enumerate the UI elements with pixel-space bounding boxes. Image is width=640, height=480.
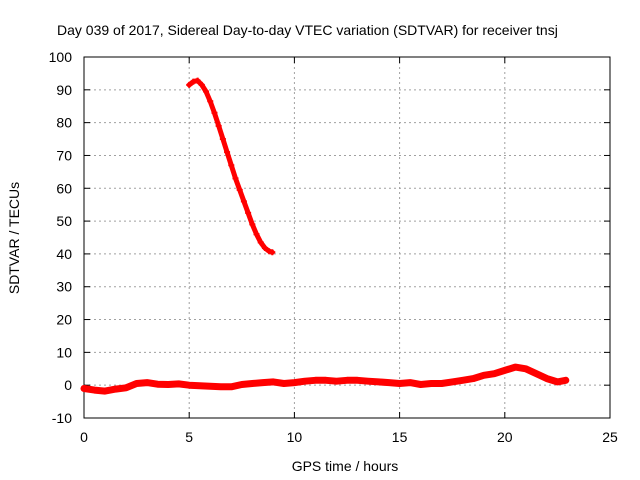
data-point xyxy=(543,375,550,382)
data-point xyxy=(354,377,361,384)
plot-frame xyxy=(83,56,611,419)
data-point xyxy=(102,388,109,395)
data-point xyxy=(211,109,218,116)
data-point xyxy=(396,380,403,387)
data-point xyxy=(554,378,561,385)
data-point xyxy=(240,198,247,205)
data-point xyxy=(269,249,276,256)
data-point xyxy=(261,245,268,252)
y-tick-label: 0 xyxy=(64,377,72,393)
data-point xyxy=(270,378,277,385)
x-tick-label: 5 xyxy=(185,429,193,445)
data-point xyxy=(207,383,214,390)
data-point xyxy=(175,380,182,387)
data-point xyxy=(112,386,119,393)
data-point xyxy=(245,209,252,216)
data-point xyxy=(194,77,201,84)
data-point xyxy=(375,378,382,385)
x-tick-label: 20 xyxy=(497,429,513,445)
data-point xyxy=(207,98,214,105)
data-point xyxy=(470,375,477,382)
data-point xyxy=(386,379,393,386)
chart-title: Day 039 of 2017, Sidereal Day-to-day VTE… xyxy=(57,22,558,38)
data-point xyxy=(512,364,519,371)
data-point xyxy=(232,175,239,182)
data-point xyxy=(449,378,456,385)
data-point xyxy=(407,379,414,386)
data-point xyxy=(562,377,569,384)
x-axis-label: GPS time / hours xyxy=(292,458,399,474)
data-point xyxy=(236,186,243,193)
data-point xyxy=(533,370,540,377)
data-point xyxy=(186,382,193,389)
data-point xyxy=(459,377,466,384)
data-point xyxy=(280,380,287,387)
data-point xyxy=(144,379,151,386)
data-point xyxy=(365,378,372,385)
y-tick-label: 60 xyxy=(56,180,72,196)
data-point xyxy=(91,387,98,394)
y-tick-label: 50 xyxy=(56,213,72,229)
data-point xyxy=(238,381,245,388)
data-point xyxy=(501,367,508,374)
data-point xyxy=(165,381,172,388)
data-point xyxy=(257,239,264,246)
data-point xyxy=(291,379,298,386)
data-point xyxy=(123,384,130,391)
data-point xyxy=(417,381,424,388)
data-point xyxy=(154,381,161,388)
data-series xyxy=(80,77,570,395)
y-tick-label: 90 xyxy=(56,82,72,98)
data-point xyxy=(491,370,498,377)
y-tick-label: 100 xyxy=(49,49,73,65)
y-tick-label: 80 xyxy=(56,115,72,131)
axis-ticks: 0 5 10 15 20 25 -10 0 10 20 30 40 50 60 70 80 90 100 xyxy=(49,49,618,445)
data-point xyxy=(480,372,487,379)
y-tick-label: -10 xyxy=(52,410,72,426)
y-axis-label: SDTVAR / TECUs xyxy=(6,182,22,294)
y-tick-label: 30 xyxy=(56,279,72,295)
y-tick-label: 70 xyxy=(56,147,72,163)
data-point xyxy=(322,377,329,384)
data-point xyxy=(312,377,319,384)
data-point xyxy=(198,81,205,88)
data-point xyxy=(228,383,235,390)
data-point xyxy=(81,385,87,392)
data-point xyxy=(203,88,210,95)
grid-lines xyxy=(84,57,610,418)
data-point xyxy=(186,81,193,88)
data-point xyxy=(522,365,529,372)
x-tick-label: 25 xyxy=(602,429,618,445)
y-tick-label: 40 xyxy=(56,246,72,262)
data-point xyxy=(344,377,350,384)
data-point xyxy=(215,122,222,129)
y-tick-label: 20 xyxy=(56,312,72,328)
y-tick-label: 10 xyxy=(56,344,72,360)
data-point xyxy=(253,231,260,238)
x-tick-label: 0 xyxy=(80,429,88,445)
data-point xyxy=(133,380,140,387)
data-point xyxy=(217,383,224,390)
data-point xyxy=(428,380,435,387)
data-point xyxy=(196,382,203,389)
data-point xyxy=(219,136,226,143)
x-tick-label: 10 xyxy=(287,429,303,445)
data-point xyxy=(249,380,256,387)
data-point xyxy=(333,378,340,385)
data-point xyxy=(224,149,231,156)
data-point xyxy=(249,221,256,228)
data-point xyxy=(301,378,308,385)
data-point xyxy=(259,379,266,386)
data-point xyxy=(228,162,235,169)
x-tick-label: 15 xyxy=(392,429,408,445)
data-point xyxy=(438,380,445,387)
